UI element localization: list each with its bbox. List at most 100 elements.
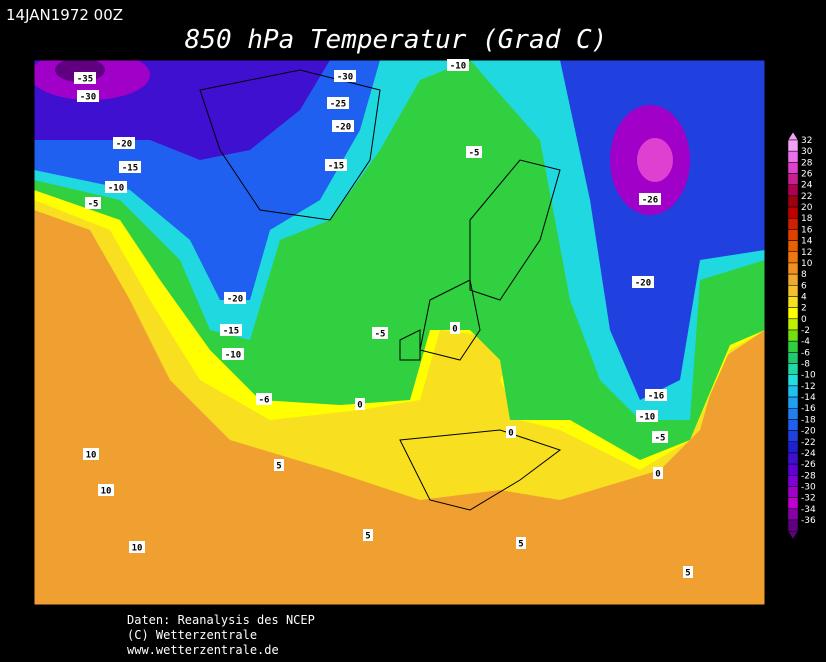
colorbar-label: 6: [801, 281, 807, 291]
colorbar-swatch: [787, 463, 799, 476]
colorbar-swatch: [787, 329, 799, 342]
contour-label-box: [632, 276, 654, 288]
colorbar-label: 10: [801, 259, 813, 269]
colorbar-swatch: [787, 273, 799, 286]
colorbar-label: -30: [801, 482, 816, 492]
contour-label-box: [220, 324, 242, 336]
colorbar-bottom-arrow: [787, 530, 799, 540]
contour-label: 0: [508, 429, 513, 439]
colorbar-label: 26: [801, 170, 813, 180]
colorbar-swatch: [787, 206, 799, 219]
colorbar-label: 24: [801, 181, 813, 191]
contour-label-box: [466, 146, 482, 158]
colorbar-swatch: [787, 184, 799, 197]
colorbar-swatch: [787, 162, 799, 174]
colorbar-swatch: [787, 240, 799, 253]
contour-label-box: [683, 566, 693, 578]
map-area: [33, 59, 766, 606]
colorbar-swatch: [787, 251, 799, 264]
colorbar-label: -2: [801, 326, 810, 336]
contour-label: 0: [357, 401, 362, 411]
contour-label: -25: [330, 100, 346, 110]
colorbar-label: 8: [801, 270, 807, 280]
contour-label-box: [85, 197, 101, 209]
colorbar-label: 18: [801, 214, 813, 224]
contour-label: -15: [328, 162, 344, 172]
colorbar-label: 22: [801, 192, 812, 202]
colorbar-swatch: [787, 340, 799, 353]
colorbar-label: -4: [801, 337, 810, 347]
colorbar-swatch: [787, 419, 799, 431]
colorbar-label: -8: [801, 360, 810, 370]
colorbar-swatch: [787, 352, 799, 364]
colorbar-swatch: [787, 307, 799, 320]
colorbar-label: -26: [801, 460, 816, 470]
contour-label: -16: [648, 392, 664, 402]
contour-label: -10: [450, 62, 466, 72]
contour-label-box: [77, 90, 99, 102]
contour-label: -10: [225, 351, 241, 361]
colorbar-swatch: [787, 318, 799, 331]
colorbar-swatch: [787, 363, 799, 375]
contour-label-box: [222, 348, 244, 360]
contour-label: 0: [655, 470, 660, 480]
contour-label: 5: [365, 532, 370, 542]
colorbar-swatch: [787, 519, 799, 532]
footer-line: (C) Wetterzentrale: [127, 628, 257, 642]
contour-label: 10: [132, 544, 143, 554]
colorbar-swatch: [787, 139, 799, 152]
contour-label-box: [327, 97, 349, 109]
colorbar-swatch: [787, 296, 799, 308]
contour-label: -20: [227, 295, 243, 305]
colorbar-label: 12: [801, 248, 812, 258]
contour-label: -20: [116, 140, 132, 150]
colorbar-swatch: [787, 441, 799, 454]
contour-label: -5: [655, 434, 666, 444]
colorbar-label: 20: [801, 203, 813, 213]
colorbar-label: -18: [801, 415, 816, 425]
colorbar-swatch: [787, 150, 799, 163]
contour-label: -20: [335, 123, 351, 133]
colorbar-swatch: [787, 173, 799, 185]
contour-label: 5: [518, 540, 523, 550]
colorbar-swatch: [787, 407, 799, 420]
contour-label: -30: [337, 73, 353, 83]
colorbar-swatch: [787, 475, 799, 487]
colorbar-swatch: [787, 486, 799, 498]
colorbar-label: -20: [801, 427, 816, 437]
contour-label-box: [274, 459, 284, 471]
contour-label: -26: [642, 196, 658, 206]
contour-label: 10: [101, 487, 112, 497]
contour-label: -15: [223, 327, 239, 337]
colorbar-swatch: [787, 374, 799, 387]
contour-label: -35: [77, 75, 93, 85]
colorbar-swatch: [787, 452, 799, 465]
colorbar-label: -34: [801, 505, 816, 515]
date: 14JAN1972 00Z: [6, 6, 123, 24]
colorbar-swatch: [787, 385, 799, 398]
colorbar-label: 0: [801, 315, 807, 325]
contour-label-box: [119, 161, 141, 173]
contour-label-box: [516, 537, 526, 549]
contour-label-box: [450, 322, 460, 334]
coastlines: [199, 69, 562, 511]
contour-label-box: [652, 431, 668, 443]
contour-label: 10: [86, 451, 97, 461]
colorbar-label: 14: [801, 237, 813, 247]
colorbar-label: -36: [801, 516, 816, 526]
contour-label-box: [355, 398, 365, 410]
colorbar-label: -6: [801, 348, 810, 358]
colorbar-swatch: [787, 262, 799, 275]
contour-labels: -35 -30 -30 -25 -20 -10 -5 -20 -15 -10 -5 -15 -26 -20…: [74, 59, 693, 579]
contour-label: -30: [80, 93, 96, 103]
map-frame: [33, 59, 766, 606]
contour-label-box: [645, 389, 667, 401]
colorbar-label: 28: [801, 158, 813, 168]
contour-label-box: [224, 292, 246, 304]
contour-label: -20: [635, 279, 651, 289]
contour-label-box: [74, 72, 96, 84]
contour-label: 0: [452, 325, 457, 335]
contour-label-box: [129, 541, 145, 553]
